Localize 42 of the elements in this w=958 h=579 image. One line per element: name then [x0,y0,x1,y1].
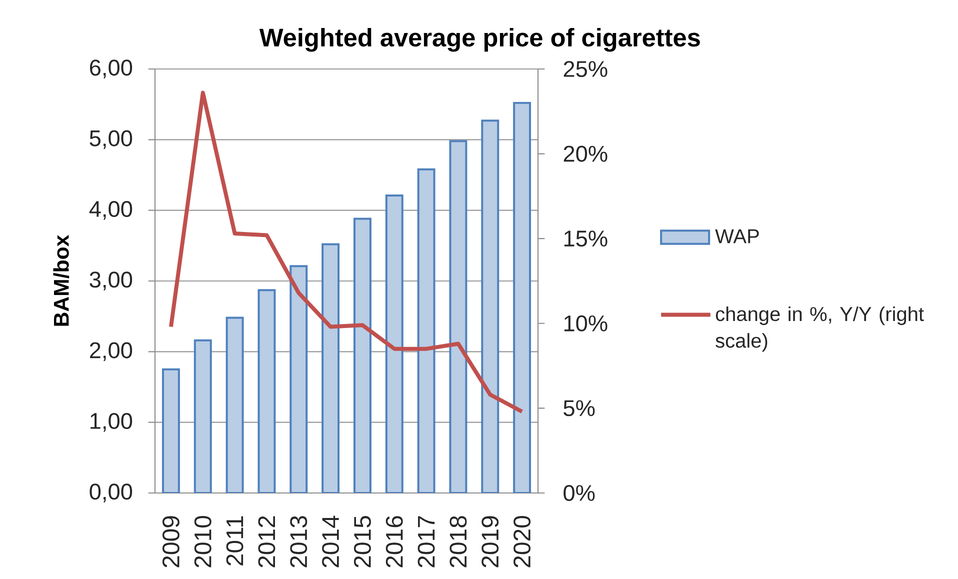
bar [353,218,372,493]
bar [322,243,340,493]
x-tick-label: 2018 [450,516,467,568]
chart-title: Weighted average price of cigarettes [259,28,700,52]
legend-label: WAP [715,229,759,244]
x-tick-label: 2015 [354,516,371,568]
bar [258,289,276,493]
bar [449,140,468,493]
y2-tick-label: 20% [564,146,608,162]
bar [417,168,436,493]
x-tick-label: 2009 [162,516,180,568]
x-tick-label: 2020 [514,516,531,568]
y-tick-label: 0,00 [90,484,132,502]
x-tick-label: 2019 [482,516,499,568]
y-tick-label: 2,00 [90,342,132,362]
y2-tick-label: 0% [564,484,595,502]
y-tick-label: 4,00 [89,200,132,220]
y-tick-label: 6,00 [90,60,132,78]
y2-tick-label: 25% [564,60,608,78]
x-tick-label: 2014 [322,516,340,568]
x-tick-label: 2011 [226,516,244,566]
bar [290,265,308,493]
x-tick-label: 2016 [386,516,403,568]
y2-tick-label: 5% [564,400,595,416]
x-tick-label: 2013 [290,516,308,568]
bar [513,102,532,493]
y2-tick-label: 10% [564,315,608,332]
x-tick-label: 2017 [418,516,435,568]
bar [194,339,212,493]
line-series [168,90,524,414]
y-tick-label: 3,00 [90,272,132,290]
bar [481,120,500,493]
y2-tick-label: 15% [564,230,608,247]
y-axis-title: BAM/box [53,234,70,326]
x-tick-label: 2010 [194,516,212,568]
y-tick-label: 1,00 [90,412,132,432]
y-tick-label: 5,00 [90,130,132,150]
bar [226,316,244,493]
x-tick-label: 2012 [258,516,276,568]
bar [162,368,180,493]
bar [385,194,404,493]
legend-label: change in %, Y/Y (right scale) [716,306,924,352]
